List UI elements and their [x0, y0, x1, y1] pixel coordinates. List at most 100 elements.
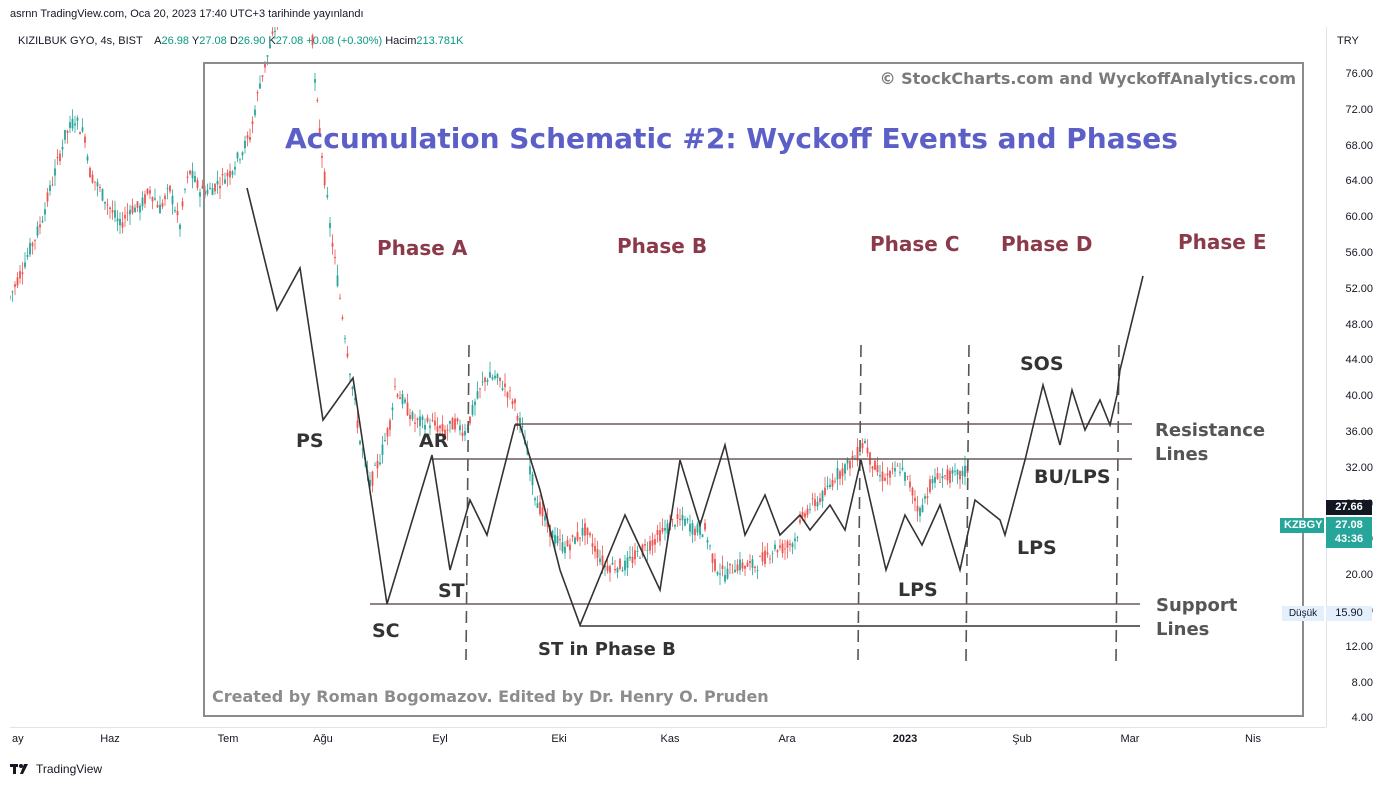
candle-body	[239, 159, 241, 161]
time-tick: Mar	[1120, 733, 1140, 745]
candle-body	[49, 185, 51, 191]
candle-body	[74, 123, 76, 126]
wyckoff-schematic-frame	[203, 62, 1304, 717]
candle-body	[156, 204, 159, 208]
candle-body	[136, 201, 139, 208]
candle-body	[134, 207, 136, 213]
candle-body	[54, 168, 56, 176]
price-tick: 36.00	[1345, 426, 1373, 438]
candle-body	[109, 207, 111, 210]
candle-body	[249, 136, 251, 141]
candle-body	[14, 284, 16, 287]
candle-body	[316, 99, 319, 101]
candle-body	[181, 201, 184, 207]
candle-body	[221, 173, 224, 176]
candle-body	[271, 31, 274, 34]
candle-body	[189, 170, 191, 174]
candle-body	[244, 140, 246, 149]
candle-body	[254, 109, 256, 116]
time-tick: Haz	[100, 733, 120, 745]
candle-body	[111, 210, 114, 213]
symbol-name: KIZILBUK GYO, 4s, BIST	[18, 35, 143, 47]
candle-body	[141, 197, 144, 207]
candle-body	[231, 171, 234, 175]
high-value: 27.08	[199, 35, 227, 47]
price-tick: 48.00	[1345, 318, 1373, 331]
price-tick: 72.00	[1345, 103, 1373, 116]
time-tick: Ara	[778, 733, 796, 745]
footer-brand[interactable]: TradingView	[10, 762, 102, 776]
time-axis[interactable]: ay Haz Tem Ağu Eyl Eki Kas Ara 2023 Şub Mar Nis	[10, 727, 1326, 750]
time-tick: Ağu	[313, 733, 333, 745]
candle-body	[216, 180, 219, 185]
candle-body	[209, 187, 211, 189]
candle-body	[166, 188, 169, 190]
candle-body	[164, 195, 166, 200]
time-tick: Nis	[1245, 733, 1261, 745]
candle-body	[106, 204, 109, 206]
candle-body	[126, 212, 129, 214]
candle-body	[16, 277, 19, 286]
candle-body	[191, 170, 194, 179]
price-tick: 52.00	[1345, 282, 1373, 295]
candle-body	[149, 190, 151, 194]
price-tick: 68.00	[1345, 139, 1373, 152]
price-tick: 60.00	[1345, 211, 1373, 224]
time-tick: ay	[12, 733, 24, 745]
candle-body	[61, 146, 64, 150]
candle-body	[89, 168, 91, 178]
candle-body	[159, 204, 161, 214]
price-tick: 64.00	[1345, 175, 1373, 188]
candle-body	[10, 296, 11, 298]
tradingview-logo-icon	[10, 764, 28, 774]
candle-body	[31, 243, 34, 247]
price-tick: 12.00	[1345, 640, 1373, 653]
candle-body	[199, 192, 201, 197]
candle-body	[19, 271, 21, 279]
price-axis[interactable]: TRY 76.00 72.00 68.00 64.00 60.00 56.00 52.00 4…	[1326, 27, 1386, 727]
candle-body	[266, 55, 269, 57]
time-tick: Eyl	[432, 733, 448, 745]
candle-body	[236, 152, 239, 159]
candle-body	[206, 189, 209, 194]
candle-body	[121, 222, 124, 228]
price-tick: 40.00	[1345, 390, 1373, 403]
candle-body	[219, 185, 221, 189]
candle-body	[131, 205, 134, 213]
candle-body	[234, 166, 236, 170]
candle-body	[129, 209, 131, 215]
candle-body	[56, 157, 59, 159]
candle-body	[146, 188, 149, 194]
price-tick: 8.00	[1351, 676, 1373, 689]
candle-body	[91, 174, 94, 183]
time-tick: Eki	[551, 733, 567, 745]
price-tick: 20.00	[1345, 569, 1373, 582]
candle-body	[161, 203, 164, 207]
current-price-tag: 27.08 43:36	[1326, 517, 1372, 548]
symbol-legend: KIZILBUK GYO, 4s, BIST A26.98 Y27.08 D26…	[18, 35, 464, 47]
candle-body	[59, 153, 61, 162]
low-price-tag: 15.90	[1326, 606, 1372, 621]
candle-body	[99, 187, 101, 189]
price-tick: 4.00	[1351, 712, 1373, 725]
candle-body	[69, 122, 71, 129]
close-value: 27.08	[275, 35, 304, 47]
price-tick: 56.00	[1345, 247, 1373, 259]
candle-body	[24, 262, 26, 268]
candle-body	[201, 185, 204, 189]
price-tick: 44.00	[1345, 354, 1373, 367]
candle-body	[116, 218, 119, 222]
candle-body	[11, 291, 14, 293]
currency-label: TRY	[1337, 35, 1359, 47]
candle-body	[314, 79, 316, 83]
candle-body	[139, 205, 141, 213]
low-label-legend: D	[229, 35, 238, 47]
candle-body	[26, 254, 29, 257]
open-label: A	[154, 35, 162, 47]
candle-body	[229, 170, 231, 178]
candle-body	[174, 210, 176, 212]
candle-body	[29, 242, 31, 255]
candle-body	[79, 132, 81, 135]
candle-body	[256, 92, 259, 94]
candle-body	[211, 188, 214, 196]
